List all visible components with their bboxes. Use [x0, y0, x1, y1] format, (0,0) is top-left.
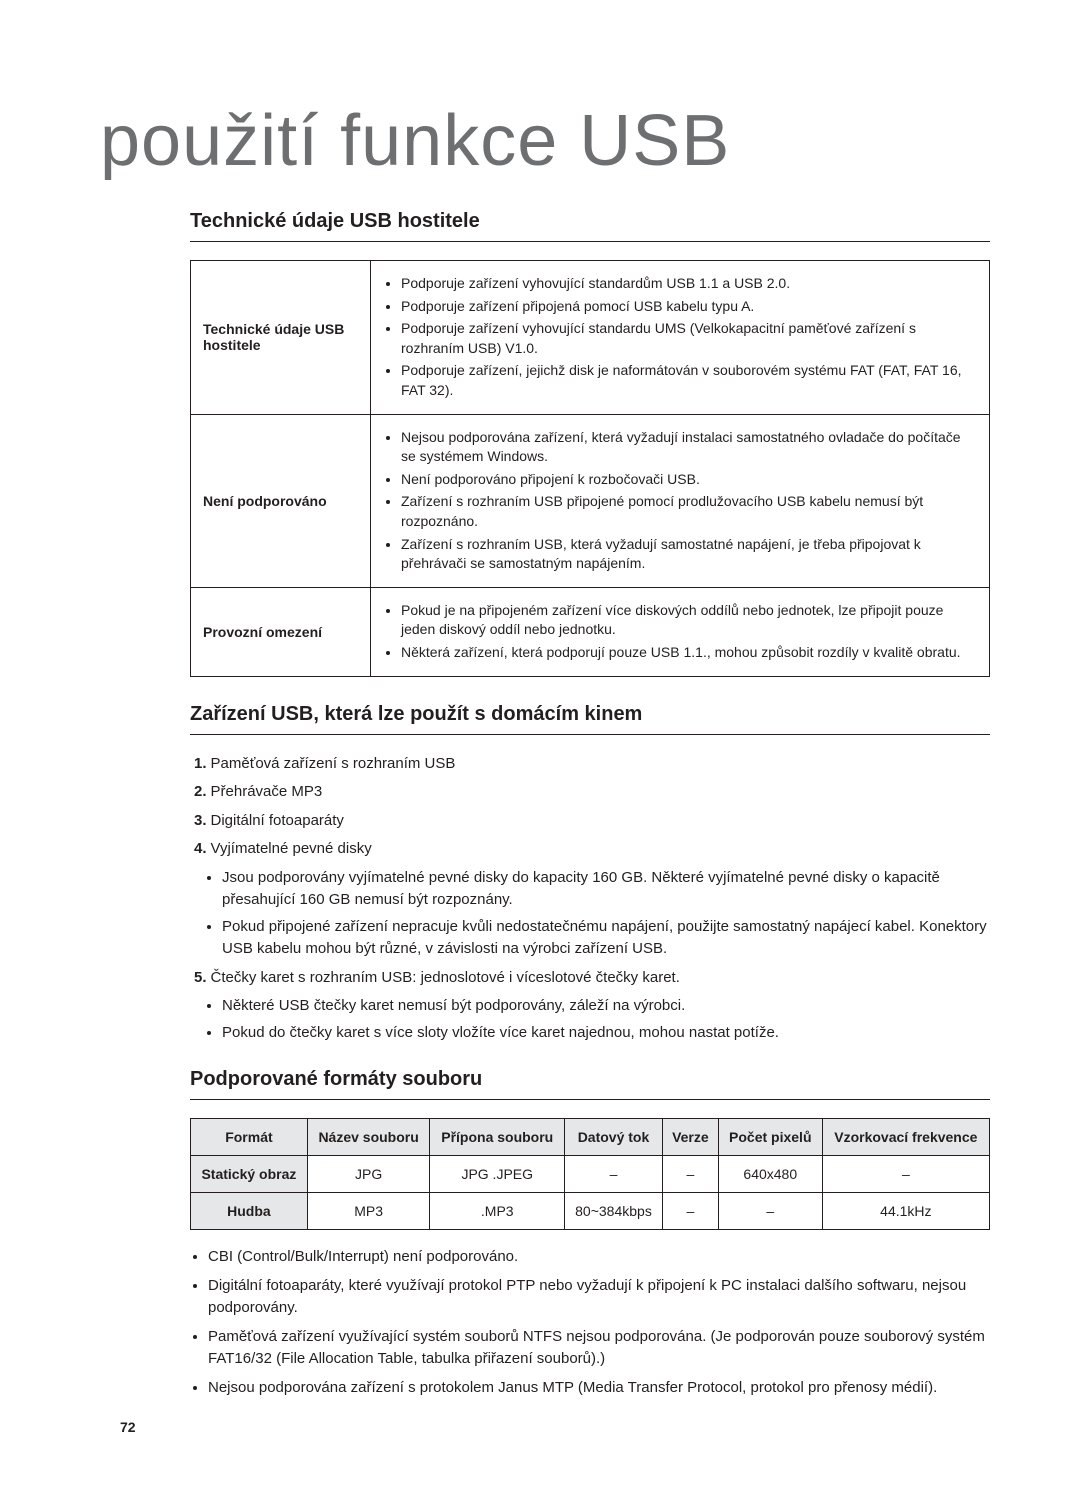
table-header-row: Formát Název souboru Přípona souboru Dat…	[191, 1119, 990, 1156]
list-item: Podporuje zařízení vyhovující standardům…	[401, 274, 977, 294]
item-num: 2.	[194, 783, 207, 800]
cell: 640x480	[718, 1156, 822, 1193]
list-item: Pokud do čtečky karet s více sloty vloží…	[222, 1022, 990, 1045]
table-row: Není podporováno Nejsou podporována zaří…	[191, 414, 990, 587]
section3-heading: Podporované formáty souboru	[190, 1068, 990, 1100]
cell: –	[822, 1156, 989, 1193]
list-item: Podporuje zařízení připojená pomocí USB …	[401, 297, 977, 317]
item-text: Čtečky karet s rozhraním USB: jednosloto…	[211, 969, 680, 986]
row-header: Hudba	[191, 1193, 308, 1230]
col-header: Počet pixelů	[718, 1119, 822, 1156]
item-text: Digitální fotoaparáty	[211, 812, 344, 829]
item-text: Přehrávače MP3	[211, 783, 323, 800]
list-item: Jsou podporovány vyjímatelné pevné disky…	[222, 867, 990, 912]
device-list: 1.Paměťová zařízení s rozhraním USB 2.Př…	[194, 753, 990, 1045]
section2-heading: Zařízení USB, která lze použít s domácím…	[190, 703, 990, 735]
format-notes: CBI (Control/Bulk/Interrupt) není podpor…	[208, 1246, 990, 1399]
table-row: Technické údaje USB hostitele Podporuje …	[191, 261, 990, 415]
list-item: CBI (Control/Bulk/Interrupt) není podpor…	[208, 1246, 990, 1269]
cell: –	[662, 1156, 718, 1193]
cell: 44.1kHz	[822, 1193, 989, 1230]
col-header: Přípona souboru	[430, 1119, 565, 1156]
cell: 80~384kbps	[565, 1193, 663, 1230]
col-header: Název souboru	[307, 1119, 430, 1156]
row-content: Nejsou podporována zařízení, která vyžad…	[371, 414, 990, 587]
list-item: 4.Vyjímatelné pevné disky Jsou podporová…	[194, 838, 990, 961]
col-header: Verze	[662, 1119, 718, 1156]
row-label: Není podporováno	[191, 414, 371, 587]
item-num: 1.	[194, 755, 207, 772]
list-item: Paměťová zařízení využívající systém sou…	[208, 1326, 990, 1371]
row-header: Statický obraz	[191, 1156, 308, 1193]
list-item: 5.Čtečky karet s rozhraním USB: jednoslo…	[194, 967, 990, 1045]
col-header: Formát	[191, 1119, 308, 1156]
item-text: Vyjímatelné pevné disky	[211, 840, 372, 857]
usb-host-spec-table: Technické údaje USB hostitele Podporuje …	[190, 260, 990, 677]
row-label: Provozní omezení	[191, 587, 371, 676]
list-item: Podporuje zařízení, jejichž disk je nafo…	[401, 361, 977, 400]
cell: –	[662, 1193, 718, 1230]
content-area: Technické údaje USB hostitele Technické …	[190, 210, 990, 1399]
list-item: Podporuje zařízení vyhovující standardu …	[401, 319, 977, 358]
list-item: Zařízení s rozhraním USB, která vyžadují…	[401, 535, 977, 574]
table-row: Provozní omezení Pokud je na připojeném …	[191, 587, 990, 676]
list-item: Nejsou podporována zařízení s protokolem…	[208, 1377, 990, 1400]
table-row: Statický obraz JPG JPG .JPEG – – 640x480…	[191, 1156, 990, 1193]
sublist: Některé USB čtečky karet nemusí být podp…	[222, 995, 990, 1044]
list-item: 1.Paměťová zařízení s rozhraním USB	[194, 753, 990, 776]
row-content: Podporuje zařízení vyhovující standardům…	[371, 261, 990, 415]
item-num: 3.	[194, 812, 207, 829]
section1-heading: Technické údaje USB hostitele	[190, 210, 990, 242]
item-num: 5.	[194, 969, 207, 986]
item-text: Paměťová zařízení s rozhraním USB	[211, 755, 456, 772]
col-header: Vzorkovací frekvence	[822, 1119, 989, 1156]
row-label: Technické údaje USB hostitele	[191, 261, 371, 415]
list-item: Digitální fotoaparáty, které využívají p…	[208, 1275, 990, 1320]
page-number: 72	[120, 1419, 136, 1435]
col-header: Datový tok	[565, 1119, 663, 1156]
item-num: 4.	[194, 840, 207, 857]
row-content: Pokud je na připojeném zařízení více dis…	[371, 587, 990, 676]
table-row: Hudba MP3 .MP3 80~384kbps – – 44.1kHz	[191, 1193, 990, 1230]
list-item: Některá zařízení, která podporují pouze …	[401, 643, 977, 663]
list-item: Pokud je na připojeném zařízení více dis…	[401, 601, 977, 640]
cell: –	[565, 1156, 663, 1193]
page-title: použití funkce USB	[100, 100, 990, 182]
list-item: 3.Digitální fotoaparáty	[194, 810, 990, 833]
list-item: Zařízení s rozhraním USB připojené pomoc…	[401, 492, 977, 531]
list-item: Není podporováno připojení k rozbočovači…	[401, 470, 977, 490]
list-item: Nejsou podporována zařízení, která vyžad…	[401, 428, 977, 467]
cell: –	[718, 1193, 822, 1230]
cell: MP3	[307, 1193, 430, 1230]
cell: JPG	[307, 1156, 430, 1193]
formats-table: Formát Název souboru Přípona souboru Dat…	[190, 1118, 990, 1230]
cell: .MP3	[430, 1193, 565, 1230]
sublist: Jsou podporovány vyjímatelné pevné disky…	[222, 867, 990, 961]
list-item: Některé USB čtečky karet nemusí být podp…	[222, 995, 990, 1018]
list-item: 2.Přehrávače MP3	[194, 781, 990, 804]
cell: JPG .JPEG	[430, 1156, 565, 1193]
list-item: Pokud připojené zařízení nepracuje kvůli…	[222, 916, 990, 961]
